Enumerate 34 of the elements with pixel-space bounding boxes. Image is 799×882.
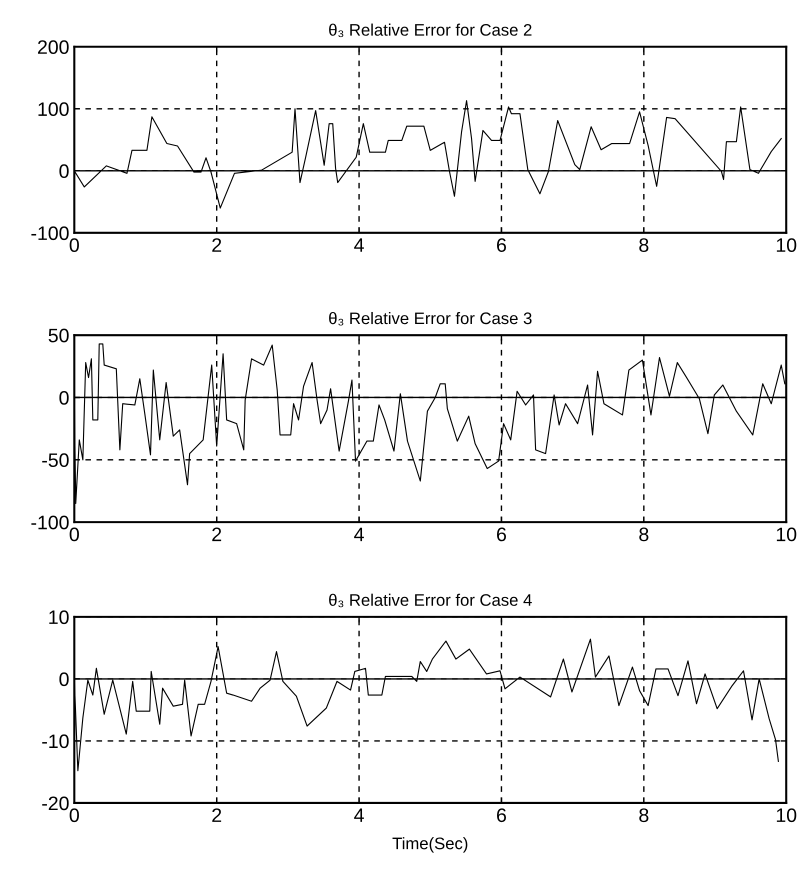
y-tick-label: -100	[31, 516, 69, 530]
y-tick-label: 0	[59, 164, 69, 178]
x-tick-label: 2	[212, 808, 222, 822]
chart-title: θ₃ Relative Error for Case 4	[329, 594, 532, 608]
x-axis-title: Time(Sec)	[392, 837, 468, 853]
y-tick-label: 100	[38, 102, 69, 116]
y-tick-label: 50	[48, 328, 69, 342]
x-tick-label: 10	[776, 808, 796, 822]
x-tick-label: 2	[212, 238, 222, 252]
y-tick-label: -50	[42, 453, 69, 468]
x-tick-label: 6	[497, 808, 506, 822]
x-tick-label: 8	[639, 238, 648, 252]
y-tick-label: -10	[42, 734, 69, 748]
chart-title: θ₃ Relative Error for Case 3	[329, 312, 532, 326]
y-tick-label: 0	[59, 672, 69, 686]
y-tick-label: 10	[49, 610, 69, 624]
y-tick-label: 200	[38, 40, 69, 54]
x-tick-label: 0	[70, 808, 79, 822]
x-tick-label: 4	[354, 238, 364, 252]
x-tick-label: 8	[639, 808, 648, 822]
x-tick-label: 6	[497, 238, 506, 252]
x-tick-label: 10	[776, 238, 796, 252]
y-tick-label: -100	[31, 226, 69, 240]
x-tick-label: 4	[354, 808, 364, 822]
x-tick-label: 2	[212, 528, 222, 542]
x-tick-label: 6	[497, 528, 506, 542]
y-tick-label: -20	[42, 796, 69, 810]
x-tick-label: 0	[70, 528, 79, 542]
x-tick-label: 10	[776, 528, 796, 542]
x-tick-label: 4	[354, 528, 364, 542]
chart-title: θ₃ Relative Error for Case 2	[329, 24, 532, 38]
x-tick-label: 8	[639, 528, 648, 542]
x-tick-label: 0	[70, 238, 79, 252]
y-tick-label: 0	[59, 390, 69, 405]
